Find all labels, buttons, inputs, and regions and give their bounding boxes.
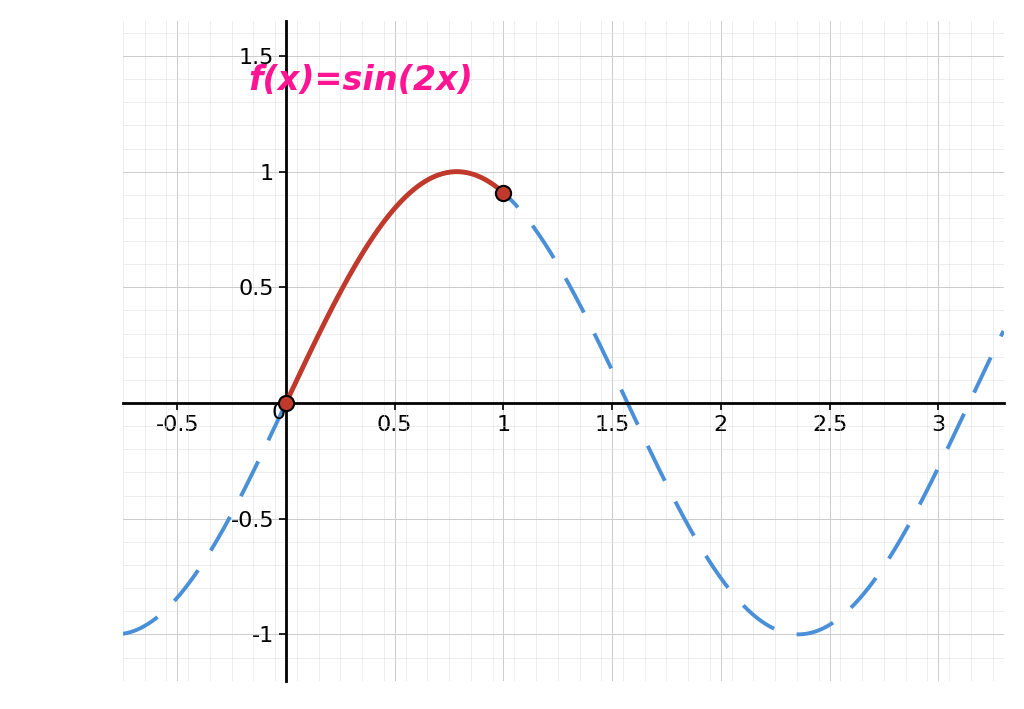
Text: 0: 0: [271, 403, 286, 423]
Point: [278, 397, 294, 408]
Text: f(x)=sin(2x): f(x)=sin(2x): [248, 64, 473, 97]
Point: [496, 187, 512, 199]
